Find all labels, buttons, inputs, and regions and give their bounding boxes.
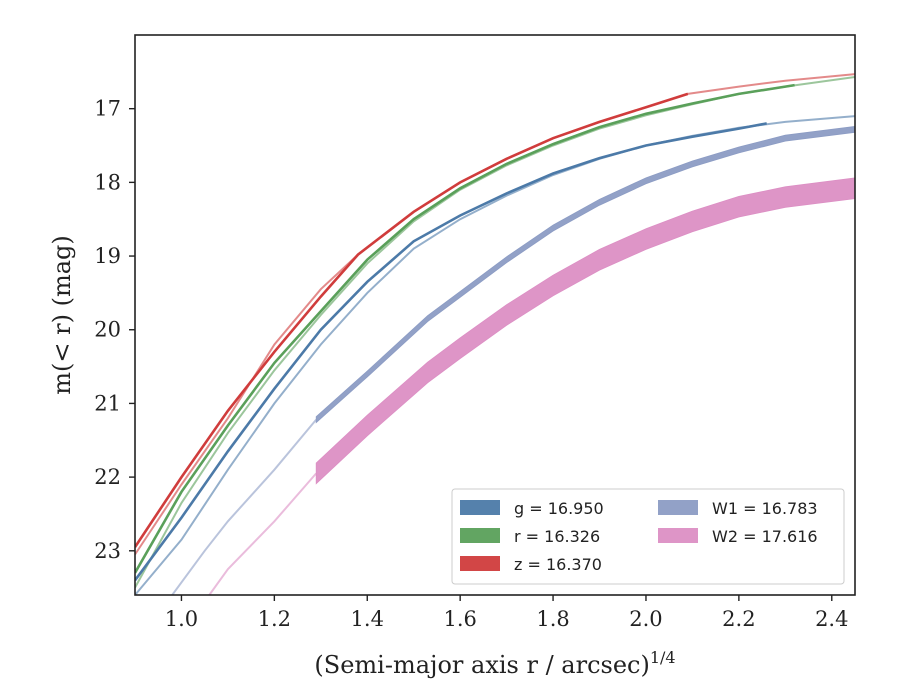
- legend-swatch-r: [460, 528, 500, 543]
- legend-box: [451, 488, 845, 585]
- series-r-curve: [135, 83, 795, 574]
- series-w1-band: [315, 125, 855, 424]
- x-axis-label-text: (Semi-major axis r / arcsec): [314, 651, 649, 679]
- legend-swatch-g: [460, 500, 500, 515]
- y-tick-label: 22: [94, 465, 121, 489]
- series-w1-extrapolation: [171, 418, 317, 595]
- legend-label-z: z = 16.370: [514, 555, 602, 574]
- x-tick-label: 2.2: [722, 607, 755, 631]
- x-tick-label: 1.8: [536, 607, 569, 631]
- y-tick-label: 19: [94, 244, 121, 268]
- legend-label-r: r = 16.326: [514, 527, 600, 546]
- x-ticks: 1.0 1.2 1.4 1.6 1.8 2.0 2.2 2.4: [165, 595, 848, 631]
- y-tick-label: 20: [94, 318, 121, 342]
- x-tick-label: 2.0: [629, 607, 662, 631]
- series-layer: [135, 73, 855, 595]
- y-tick-label: 23: [94, 539, 121, 563]
- legend: g = 16.950 r = 16.326 z = 16.370 W1 = 16.78…: [451, 488, 845, 585]
- x-tick-label: 1.2: [258, 607, 291, 631]
- y-tick-label: 21: [94, 391, 121, 415]
- y-ticks: 17 18 19 20 21 22 23: [94, 97, 135, 563]
- x-axis-label-exponent: 1/4: [650, 648, 676, 667]
- x-tick-label: 2.4: [815, 607, 848, 631]
- series-g-curve: [135, 122, 767, 582]
- x-tick-label: 1.0: [165, 607, 198, 631]
- series-w2-extrapolation: [208, 472, 317, 595]
- axes-frame: [134, 34, 856, 596]
- x-tick-label: 1.6: [443, 607, 476, 631]
- legend-swatch-w1: [658, 500, 698, 515]
- legend-label-w1: W1 = 16.783: [712, 499, 818, 518]
- y-tick-label: 18: [94, 170, 121, 194]
- legend-swatch-z: [460, 556, 500, 571]
- x-axis-label: (Semi-major axis r / arcsec)1/4: [314, 648, 675, 679]
- series-w2-band: [315, 177, 855, 485]
- legend-label-g: g = 16.950: [514, 499, 604, 518]
- y-axis-label: m(< r) (mag): [48, 235, 76, 394]
- legend-swatch-w2: [658, 528, 698, 543]
- y-tick-label: 17: [94, 97, 121, 121]
- series-z-curve: [135, 92, 689, 548]
- x-tick-label: 1.4: [351, 607, 384, 631]
- legend-label-w2: W2 = 17.616: [712, 527, 818, 546]
